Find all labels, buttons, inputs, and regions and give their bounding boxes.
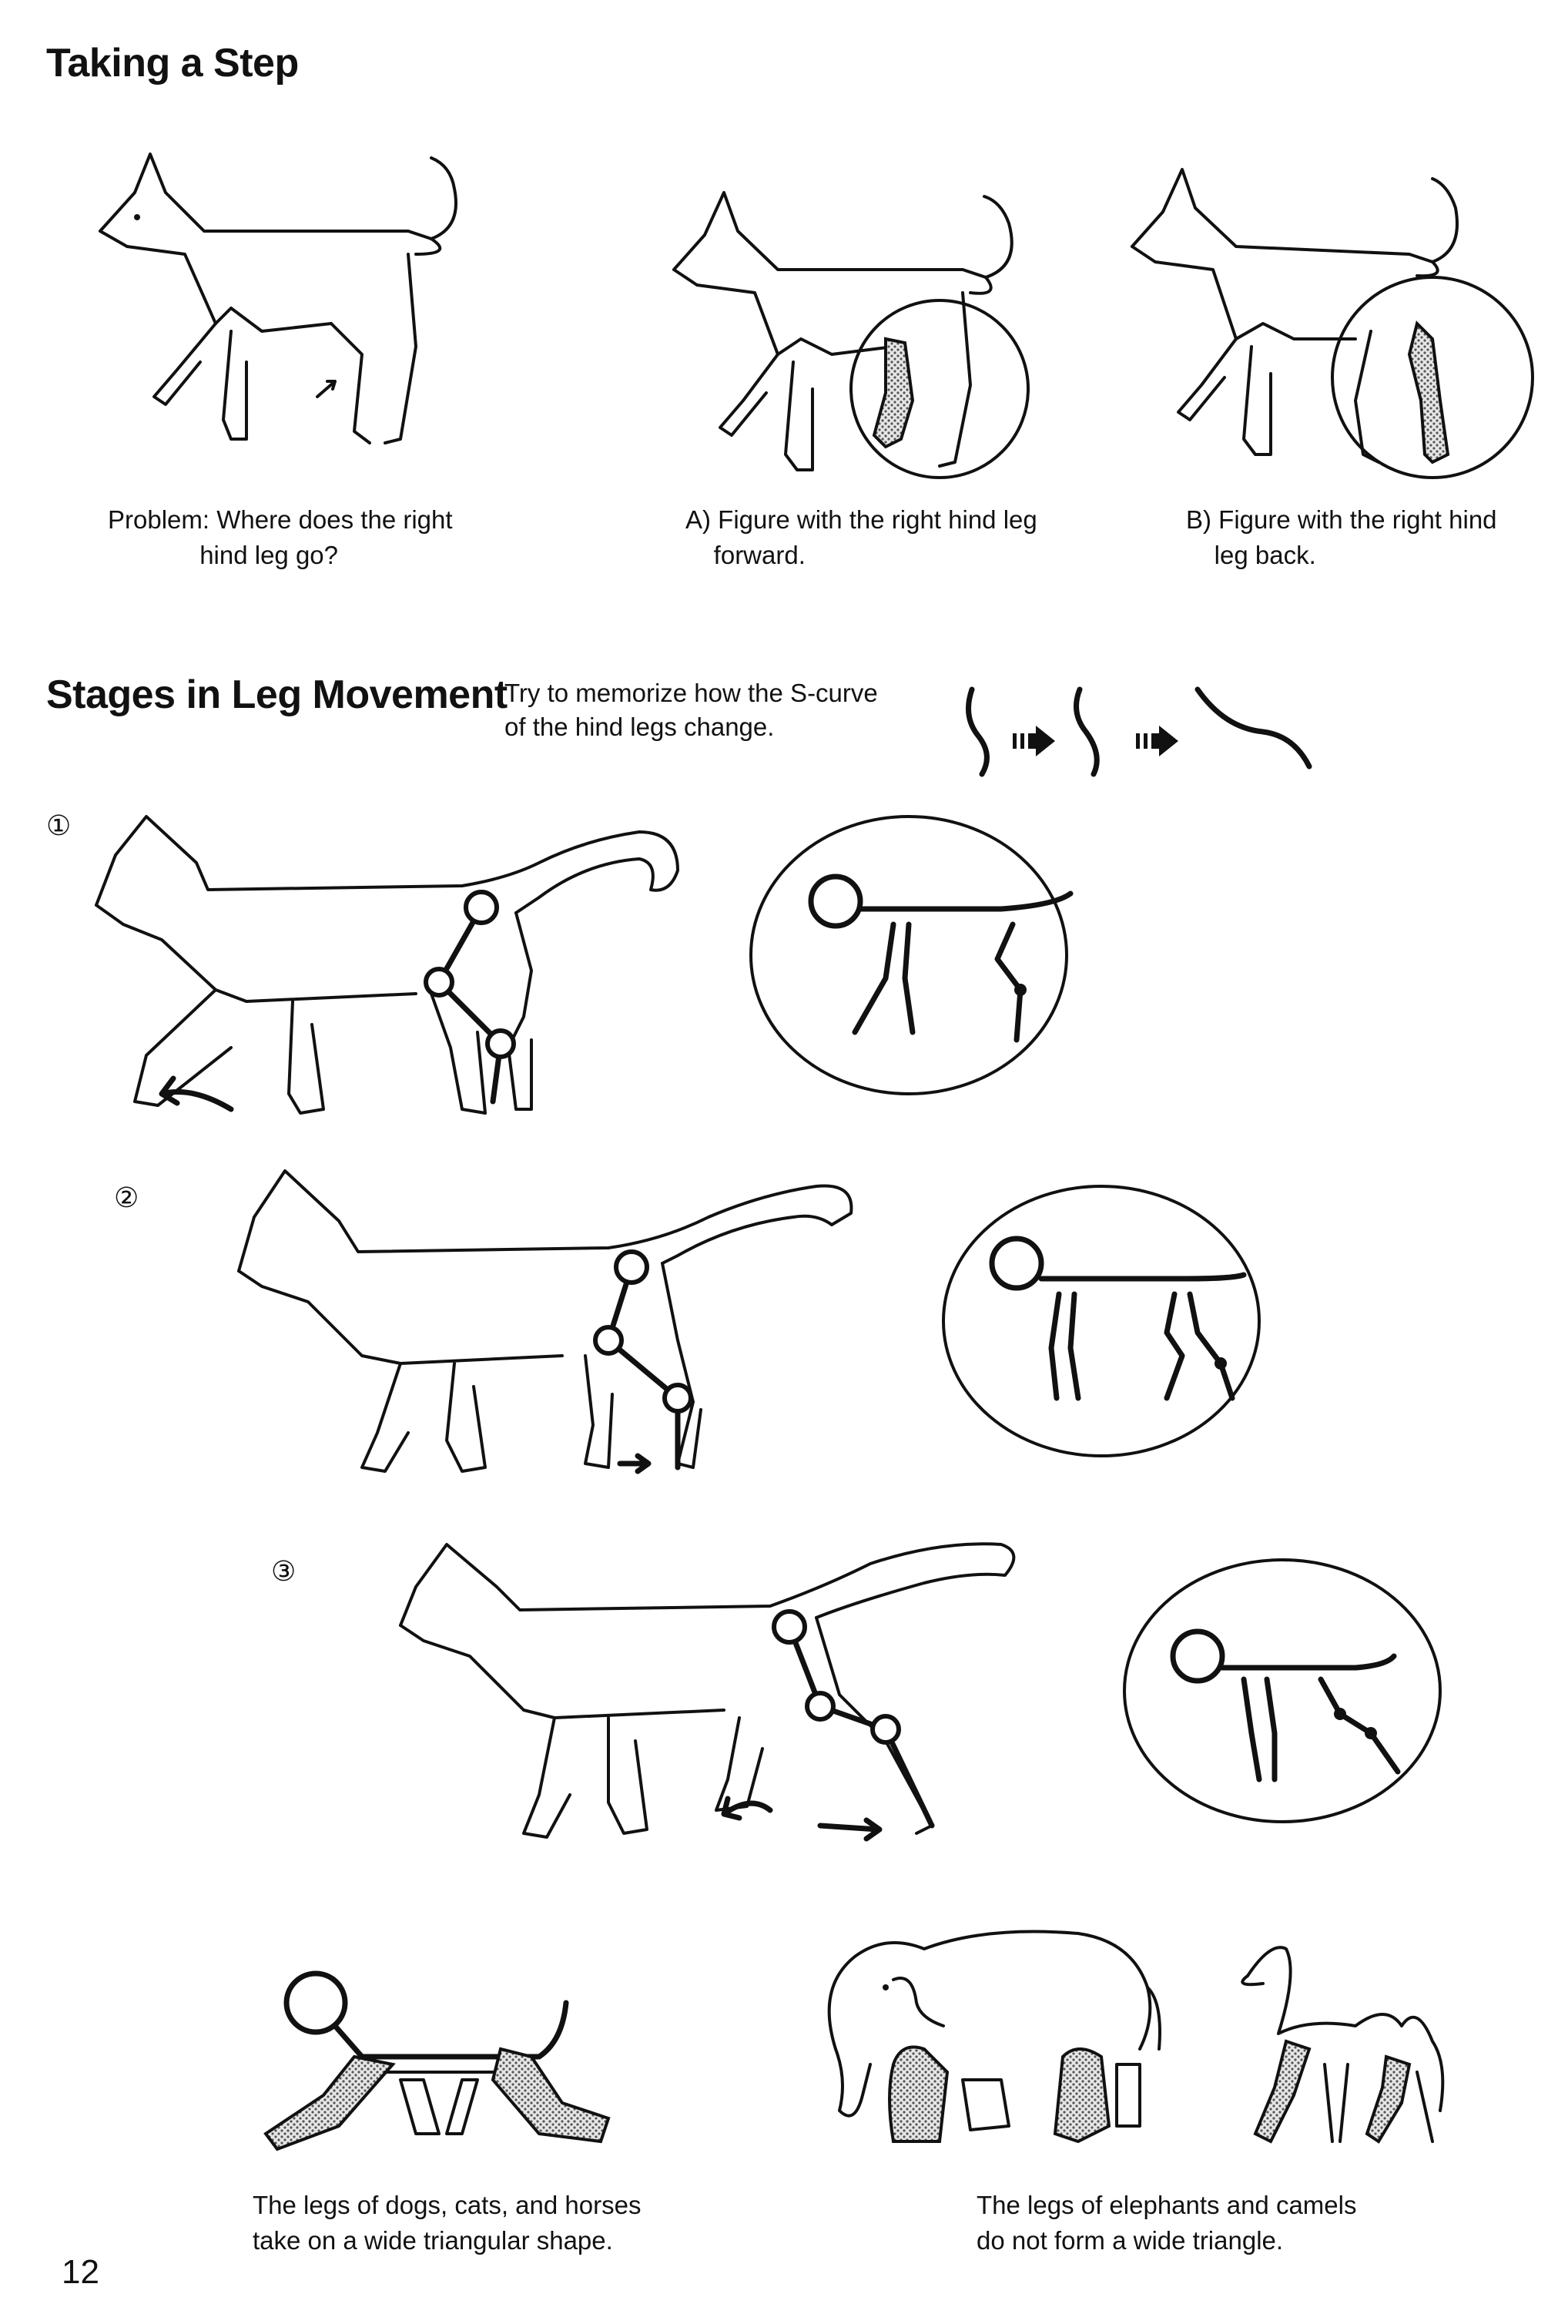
page-number: 12 [62, 2253, 99, 2291]
dog-illustration-leg-back [1131, 168, 1534, 479]
s-curve-progression [966, 686, 1312, 777]
caption-problem: Problem: Where does the right hind leg g… [108, 505, 453, 569]
stage-number-1: ① [46, 810, 72, 842]
caption-b: B) Figure with the right hind leg back. [1186, 505, 1497, 569]
cat-illustration-stage-1 [95, 815, 679, 1115]
skeleton-diagram-stage-3 [1123, 1558, 1442, 1823]
skeleton-diagram-stage-2 [942, 1185, 1261, 1457]
stage-number-2: ② [114, 1182, 139, 1214]
stage-number-3: ③ [271, 1556, 297, 1588]
page-title: Taking a Step [46, 41, 299, 86]
caption-instruction: Try to memorize how the S-curve of the h… [504, 679, 878, 741]
section-title: Stages in Leg Movement [46, 672, 508, 717]
caption-dogs-cats: The legs of dogs, cats, and horses take … [253, 2191, 642, 2255]
caption-a: A) Figure with the right hind leg forwar… [685, 505, 1037, 569]
camel-illustration [1241, 1946, 1445, 2144]
arrow-icon [1136, 726, 1178, 756]
cat-illustration-stage-2 [237, 1169, 853, 1474]
dog-eye [134, 214, 140, 220]
triangle-leg-diagram [263, 1970, 611, 2151]
caption-elephants-camels: The legs of elephants and camels do not … [977, 2191, 1357, 2255]
dog-illustration-leg-forward [672, 191, 1030, 479]
highlight-circle-a [849, 299, 1030, 479]
highlight-circle-b [1331, 276, 1534, 479]
cat-illustration-stage-3 [399, 1542, 1016, 1842]
elephant-illustration [827, 1930, 1161, 2144]
skeleton-diagram-stage-1 [749, 815, 1074, 1095]
elephant-eye [883, 1984, 889, 1990]
dog-illustration-problem [99, 153, 457, 444]
arrow-icon [1013, 726, 1055, 756]
